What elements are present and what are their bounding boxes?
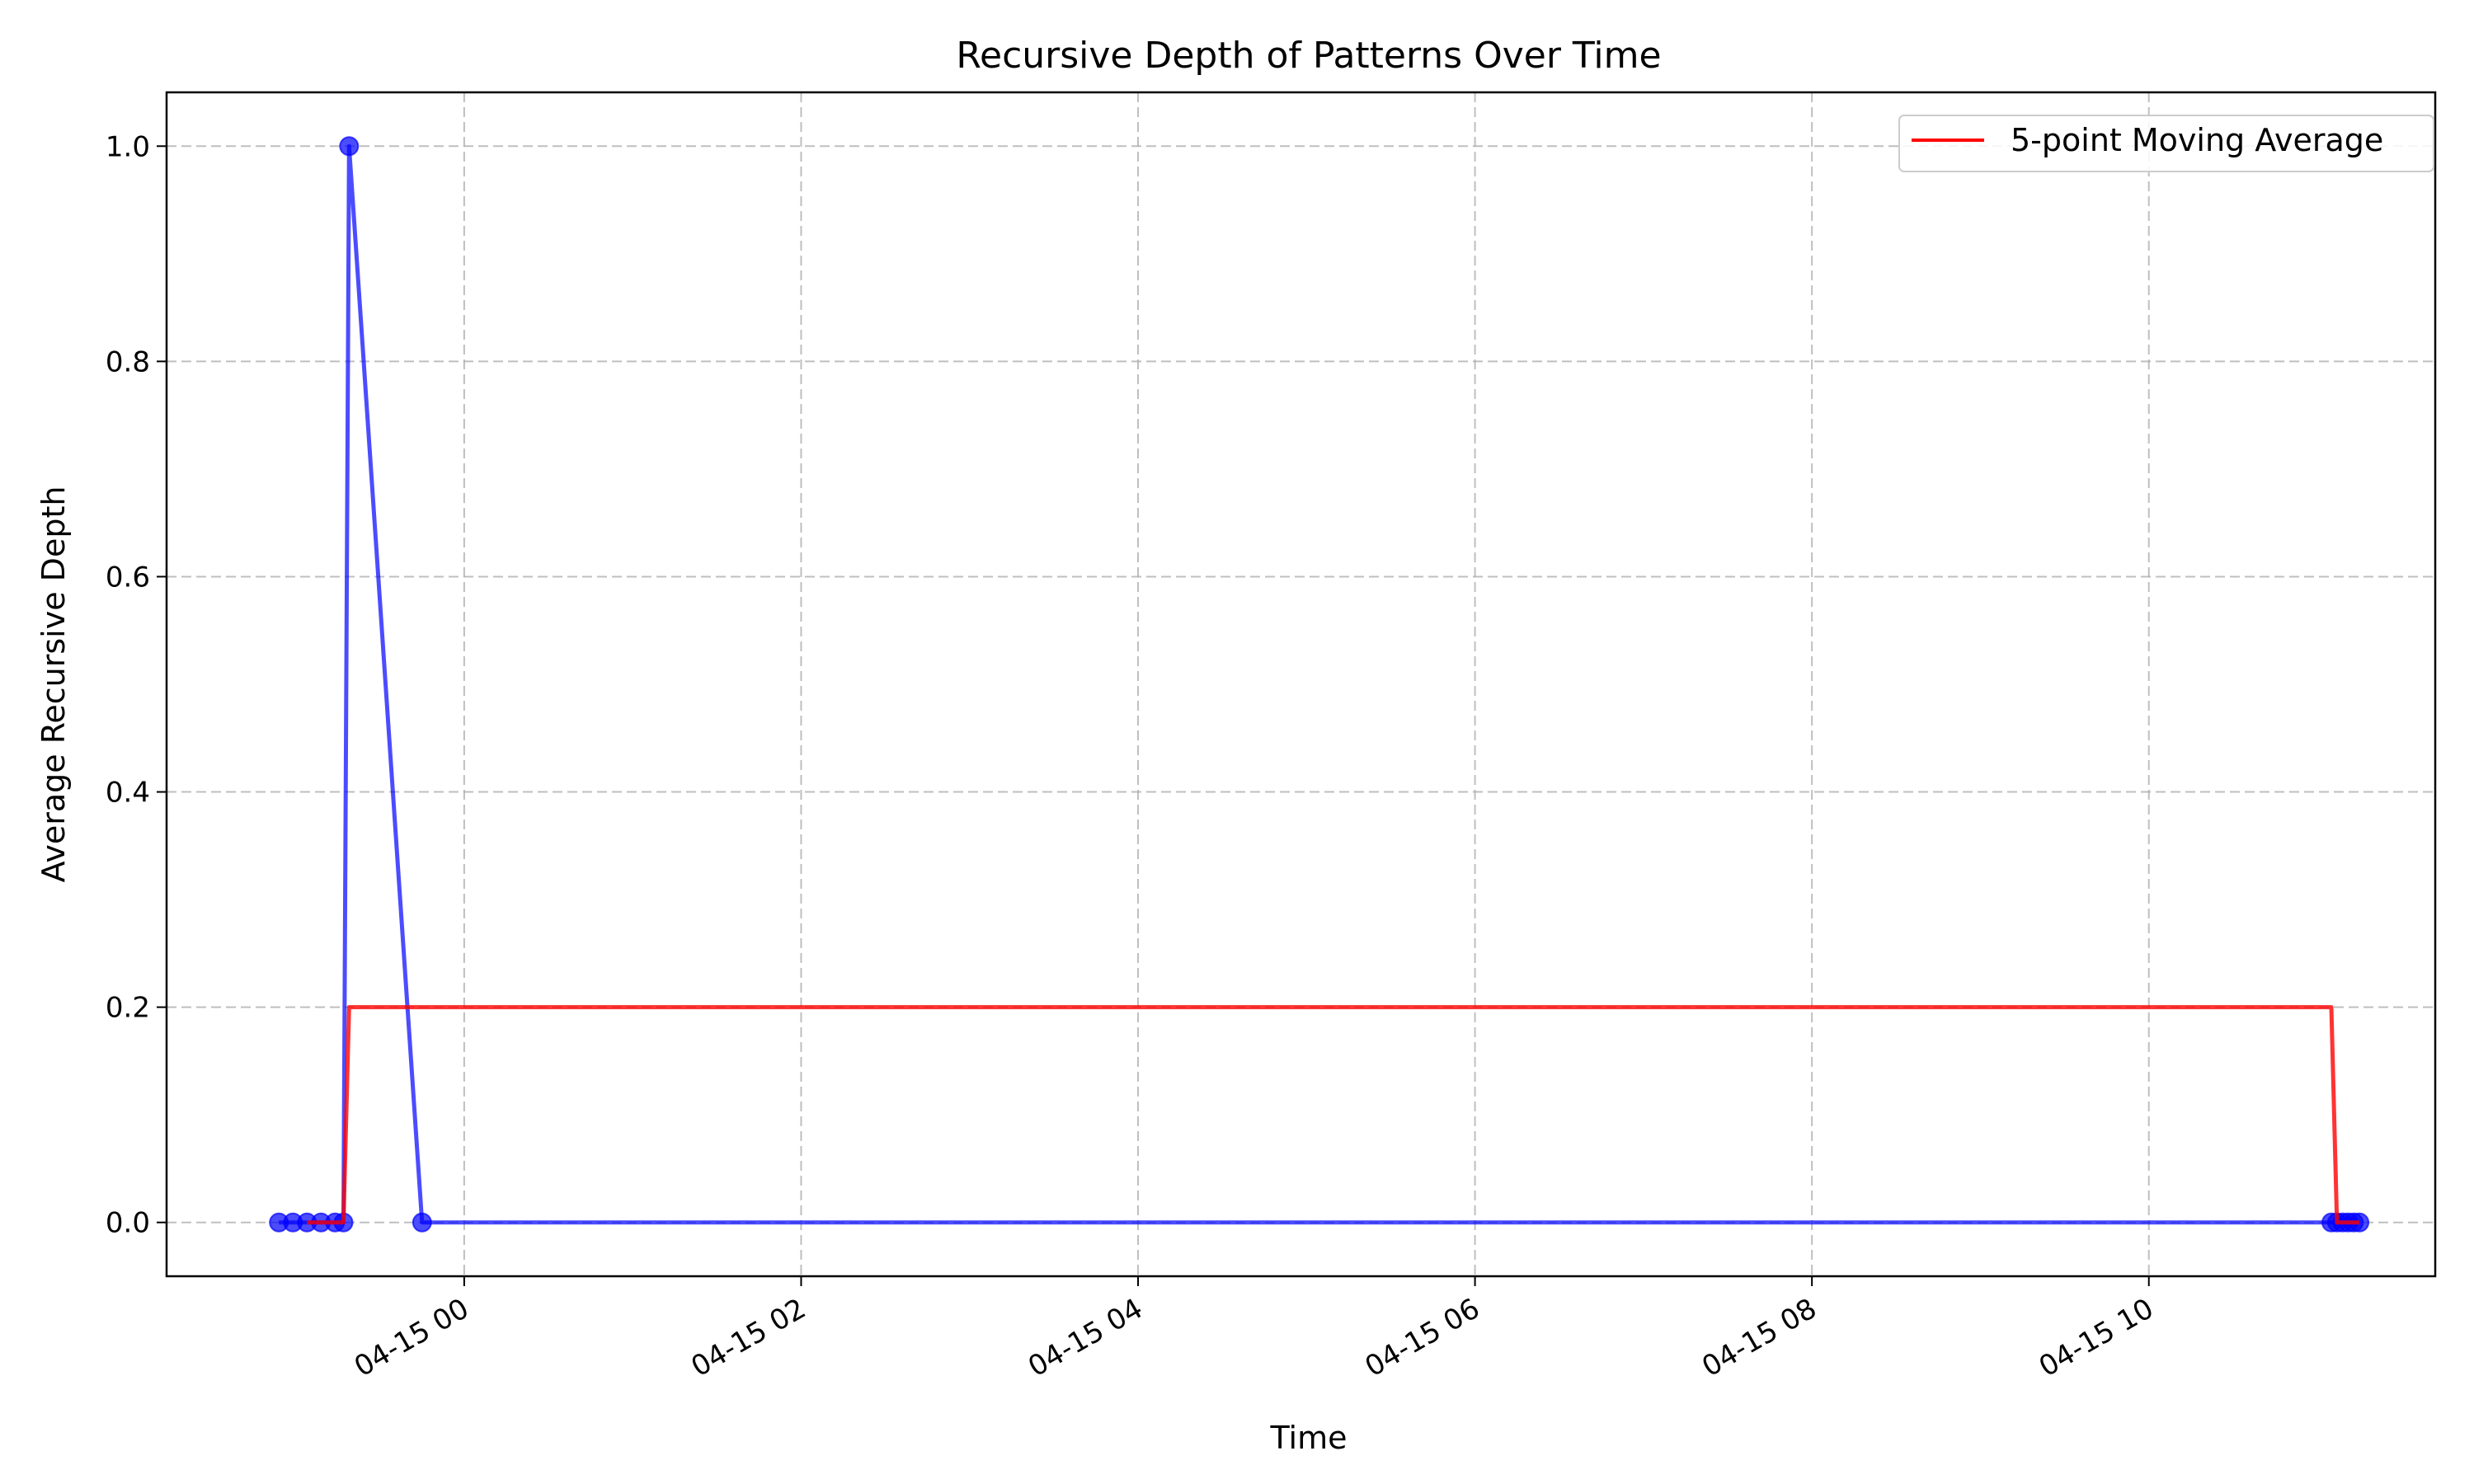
y-tick-label: 0.8 xyxy=(106,345,150,378)
plot-frame xyxy=(165,91,2437,1278)
x-axis-label: Time xyxy=(1270,1420,1348,1456)
y-tick-label: 1.0 xyxy=(106,130,150,163)
legend: 5-point Moving Average xyxy=(1898,115,2434,172)
chart-title: Recursive Depth of Patterns Over Time xyxy=(956,35,1661,77)
data-point xyxy=(339,136,360,157)
data-point xyxy=(412,1212,432,1233)
series-layer xyxy=(269,136,2370,1233)
legend-label-moving-average: 5-point Moving Average xyxy=(2011,122,2383,158)
y-tick-label: 0.0 xyxy=(106,1207,150,1240)
moving-average-line xyxy=(307,1005,2360,1225)
y-tick-label: 0.6 xyxy=(106,561,150,594)
y-tick-label: 0.4 xyxy=(106,777,150,810)
y-axis-label: Average Recursive Depth xyxy=(35,486,72,883)
y-tick-label: 0.2 xyxy=(106,992,150,1025)
legend-box xyxy=(1898,115,2434,172)
